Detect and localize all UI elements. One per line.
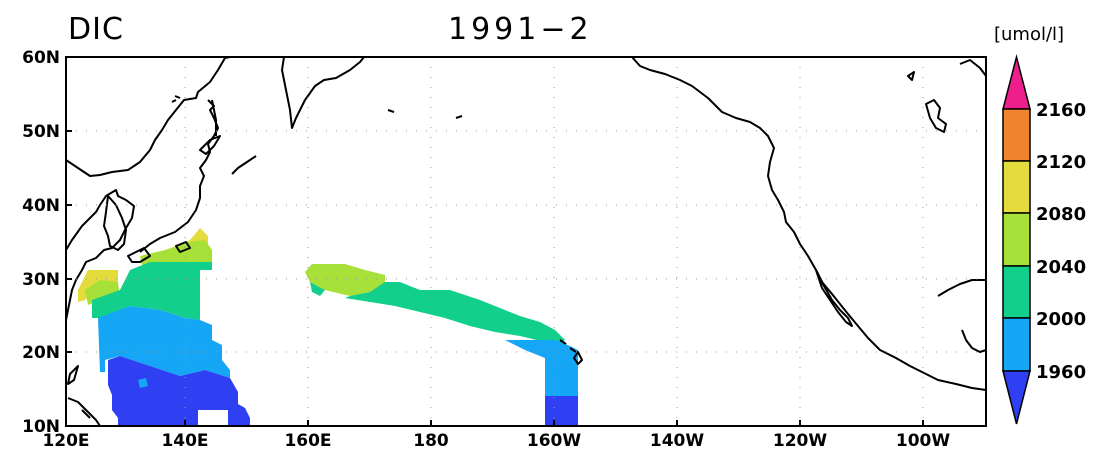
y-tick-label: 40N (22, 196, 60, 216)
colorbar-label: 2120 (1036, 152, 1086, 173)
dic-patch-1960 (545, 396, 578, 426)
x-tick-label: 120W (773, 431, 827, 451)
y-tick-label: 50N (22, 122, 60, 142)
x-tick-label: 160E (284, 431, 331, 451)
y-tick-labels: 60N 50N 40N 30N 20N 10N (22, 48, 60, 437)
y-tick-label: 10N (22, 417, 60, 437)
colorbar-labels: 2160 2120 2080 2040 2000 1960 (1036, 100, 1086, 383)
x-tick-label: 140W (650, 431, 704, 451)
hokkaido-coastline (199, 99, 257, 175)
axis-ticks (65, 56, 924, 427)
x-tick-label: 120E (42, 431, 89, 451)
x-tick-labels: 120E 140E 160E 180 160W 140W 120W 100W (42, 431, 950, 451)
gridlines (66, 57, 986, 426)
dic-patch-1960-2000 (138, 378, 148, 388)
colorbar (1002, 54, 1031, 425)
dic-patch-1960 (108, 356, 250, 426)
colorbar-label: 1960 (1036, 362, 1086, 383)
x-tick-label: 140E (161, 431, 208, 451)
north-america-coastline (631, 56, 987, 391)
alaska-islands (907, 59, 987, 133)
y-tick-label: 30N (22, 270, 60, 290)
dic-patch-1960-2000 (505, 340, 578, 396)
dic-field-central (305, 264, 578, 426)
dic-field-west (78, 228, 250, 426)
colorbar-segment (1002, 160, 1031, 214)
dic-patch-2040-2080 (140, 240, 212, 266)
kamchatka-coastline (281, 56, 365, 129)
y-tick-label: 20N (22, 343, 60, 363)
aleutian-islands (171, 95, 463, 119)
gulf-coast (937, 279, 987, 353)
dic-patch-2000-2040 (310, 282, 325, 296)
map-frame (65, 56, 987, 427)
colorbar-segment (1002, 317, 1031, 372)
x-tick-label: 100W (896, 431, 950, 451)
dic-patch-2040-2080 (305, 264, 385, 296)
colorbar-unit-label: [umol/l] (994, 24, 1065, 45)
korea-coastline (103, 195, 127, 251)
x-tick-label: 180 (413, 431, 449, 451)
baja-california (815, 269, 853, 327)
japan-coastline (127, 99, 219, 263)
colorbar-label: 2160 (1036, 100, 1086, 121)
colorbar-min-triangle (1002, 370, 1031, 425)
variable-title: DIC (68, 12, 124, 47)
colorbar-max-triangle (1002, 54, 1031, 110)
colorbar-segment (1002, 108, 1031, 162)
colorbar-segment (1002, 212, 1031, 267)
hawaii-coastline (559, 339, 583, 365)
dic-patch-2000-2040 (345, 282, 565, 344)
x-tick-label: 160W (527, 431, 581, 451)
coastlines (65, 56, 987, 427)
period-title: 1991−2 (448, 12, 593, 47)
colorbar-label: 2000 (1036, 309, 1086, 330)
colorbar-label: 2040 (1036, 257, 1086, 278)
dic-patch-2000-2040 (92, 262, 212, 320)
dic-patch-1960-2000 (98, 306, 230, 378)
y-tick-label: 60N (22, 48, 60, 68)
dic-gap (198, 410, 228, 426)
taiwan-coastline (67, 365, 101, 427)
colorbar-label: 2080 (1036, 204, 1086, 225)
colorbar-segment (1002, 265, 1031, 319)
